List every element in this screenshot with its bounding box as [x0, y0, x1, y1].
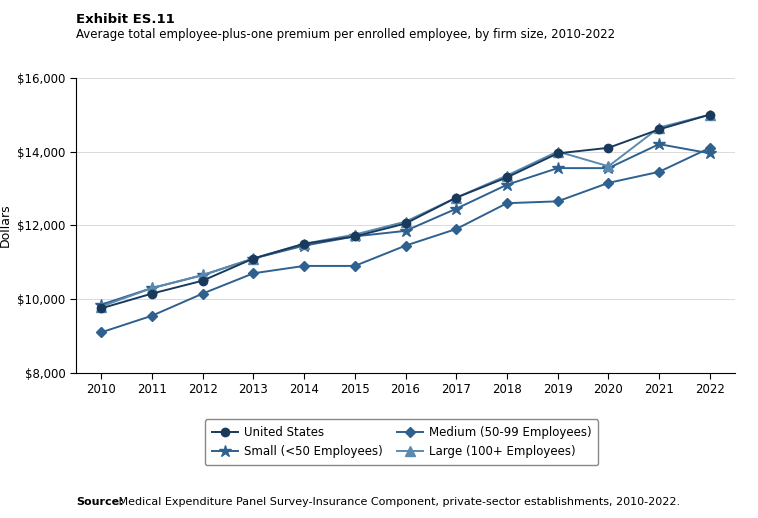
Text: Medical Expenditure Panel Survey-Insurance Component, private-sector establishme: Medical Expenditure Panel Survey-Insuran… — [115, 497, 681, 507]
Text: Exhibit ES.11: Exhibit ES.11 — [76, 13, 174, 26]
Legend: United States, Small (<50 Employees), Medium (50-99 Employees), Large (100+ Empl: United States, Small (<50 Employees), Me… — [205, 420, 599, 466]
Y-axis label: Dollars: Dollars — [0, 204, 11, 247]
Text: Source:: Source: — [76, 497, 124, 507]
Text: Average total employee-plus-one premium per enrolled employee, by firm size, 201: Average total employee-plus-one premium … — [76, 28, 615, 41]
